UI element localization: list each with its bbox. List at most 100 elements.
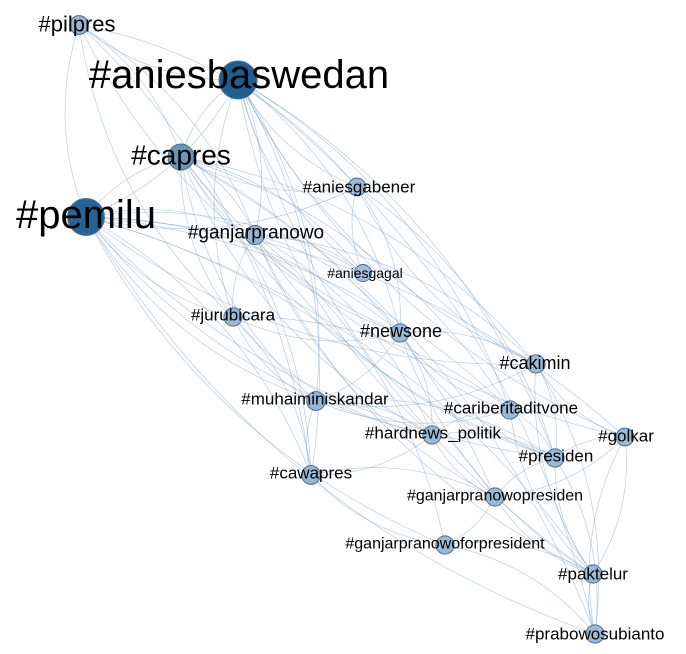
edge-cakimin-golkar — [535, 363, 626, 438]
edge-capres-ganjarpranowopresiden — [180, 156, 496, 498]
label-aniesbaswedan: #aniesbaswedan — [89, 53, 389, 97]
node-pilpres[interactable] — [69, 15, 89, 35]
edge-ganjarpranowopresiden-paktelur — [494, 496, 594, 575]
edge-ganjarpranowo-aniesgagal — [254, 234, 364, 274]
node-capres[interactable] — [167, 143, 195, 171]
node-ganjarpranowo[interactable] — [244, 224, 266, 246]
edge-cawapres-ganjarpranowoforpresident — [310, 474, 446, 546]
label-cakimin: #cakimin — [499, 353, 570, 373]
node-aniesbaswedan[interactable] — [218, 60, 258, 100]
edge-muhaiminiskandar-hardnews_politik — [315, 400, 433, 436]
edge-pemilu-aniesgabener — [85, 186, 358, 230]
edge-newsone-presiden — [399, 332, 556, 459]
node-layer — [67, 15, 635, 644]
node-pemilu[interactable] — [67, 198, 105, 236]
edge-pilpres-aniesbaswedan — [78, 24, 239, 81]
edge-cakimin-prabowosubianto — [535, 363, 600, 635]
edge-aniesbaswedan-jurubicara — [213, 79, 239, 318]
edge-pemilu-presiden — [85, 216, 556, 459]
label-cawapres: #cawapres — [270, 464, 352, 483]
edge-newsone-paktelur — [399, 332, 594, 575]
edge-pemilu-aniesgagal — [85, 211, 364, 274]
node-prabowosubianto[interactable] — [585, 624, 605, 644]
edge-capres-jurubicara — [180, 156, 234, 318]
edge-capres-aniesgagal — [180, 156, 364, 274]
edge-pemilu-cawapres — [85, 216, 312, 476]
edge-pemilu-cariberitaditvone — [85, 216, 511, 411]
label-capres: #capres — [131, 140, 231, 171]
edge-capres-golkar — [180, 156, 626, 438]
label-prabowosubianto: #prabowosubianto — [526, 625, 665, 644]
edge-ganjarpranowoforpresident-paktelur — [444, 541, 594, 575]
edge-pemilu-golkar — [85, 216, 626, 438]
edge-ganjarpranowo-newsone — [254, 234, 401, 334]
edge-pilpres-jurubicara — [78, 24, 234, 318]
edge-newsone-muhaiminiskandar — [315, 332, 401, 402]
node-newsone[interactable] — [390, 323, 410, 343]
node-cakimin[interactable] — [526, 354, 546, 374]
edge-muhaiminiskandar-presiden — [315, 398, 556, 459]
label-ganjarpranowo: #ganjarpranowo — [188, 223, 324, 244]
edge-golkar-prabowosubianto — [588, 436, 626, 635]
node-golkar[interactable] — [615, 427, 635, 447]
node-ganjarpranowopresiden[interactable] — [485, 487, 505, 507]
edge-pemilu-muhaiminiskandar — [85, 216, 317, 402]
edge-aniesbaswedan-newsone — [237, 79, 401, 334]
edge-pemilu-newsone — [85, 216, 401, 334]
edge-cakimin-presiden — [535, 363, 557, 459]
node-cawapres[interactable] — [301, 465, 321, 485]
edge-pemilu-ganjarpranowoforpresident — [85, 216, 446, 546]
edge-aniesbaswedan-paktelur — [237, 79, 594, 575]
edge-presiden-prabowosubianto — [554, 457, 598, 635]
edge-aniesbaswedan-golkar — [237, 79, 626, 438]
edge-ganjarpranowo-presiden — [254, 234, 556, 459]
edge-hardnews_politik-cawapres — [310, 434, 433, 476]
node-jurubicara[interactable] — [223, 307, 243, 327]
edge-layer — [64, 24, 627, 635]
node-hardnews_politik[interactable] — [422, 425, 442, 445]
label-ganjarpranowoforpresident: #ganjarpranowoforpresident — [345, 536, 545, 553]
node-presiden[interactable] — [545, 448, 565, 468]
edge-aniesbaswedan-aniesgagal — [237, 79, 364, 274]
edge-ganjarpranowo-paktelur — [254, 234, 594, 575]
node-aniesgagal[interactable] — [353, 263, 373, 283]
edge-hardnews_politik-presiden — [431, 432, 556, 459]
edge-jurubicara-muhaiminiskandar — [232, 316, 317, 402]
label-cariberitaditvone: #cariberitaditvone — [444, 399, 578, 418]
label-newsone: #newsone — [360, 321, 442, 341]
edge-jurubicara-cawapres — [232, 316, 312, 476]
edge-capres-cakimin — [180, 156, 537, 365]
node-cariberitaditvone[interactable] — [500, 400, 520, 420]
edge-pemilu-ganjarpranowopresiden — [85, 216, 496, 498]
edge-ganjarpranowoforpresident-prabowosubianto — [444, 544, 596, 635]
label-presiden: #presiden — [519, 447, 594, 466]
edge-golkar-paktelur — [592, 436, 627, 575]
label-aniesgabener: #aniesgabener — [303, 178, 416, 197]
edge-newsone-cariberitaditvone — [399, 332, 511, 411]
label-pemilu: #pemilu — [16, 193, 156, 237]
edge-cakimin-muhaiminiskandar — [315, 363, 537, 407]
edge-ganjarpranowo-cakimin — [254, 234, 537, 365]
edge-ganjarpranowo-ganjarpranowopresiden — [254, 234, 496, 498]
edge-capres-muhaiminiskandar — [180, 156, 317, 402]
node-aniesgabener[interactable] — [347, 177, 367, 197]
label-hardnews_politik: #hardnews_politik — [365, 424, 502, 443]
label-jurubicara: #jurubicara — [191, 306, 276, 325]
edge-cawapres-ganjarpranowopresiden — [310, 467, 496, 498]
node-ganjarpranowoforpresident[interactable] — [435, 535, 455, 555]
node-muhaiminiskandar[interactable] — [306, 391, 326, 411]
edge-aniesbaswedan-prabowosubianto — [237, 79, 596, 635]
label-layer: #pilpres #aniesbaswedan #capres #aniesgaben… — [16, 12, 665, 644]
node-paktelur[interactable] — [583, 564, 603, 584]
edge-pilpres-ganjarpranowo — [78, 24, 256, 236]
edge-capres-prabowosubianto — [180, 156, 596, 635]
label-paktelur: #paktelur — [558, 565, 628, 584]
edge-aniesgabener-presiden — [356, 186, 556, 459]
edge-muhaiminiskandar-cariberitaditvone — [315, 400, 511, 424]
edge-aniesgabener-aniesgagal — [351, 186, 364, 274]
label-pilpres: #pilpres — [38, 12, 115, 37]
edge-ganjarpranowo-ganjarpranowoforpresident — [254, 234, 446, 546]
edge-pemilu-ganjarpranowo — [85, 209, 256, 236]
edge-pilpres-pemilu — [64, 24, 87, 218]
edge-pemilu-paktelur — [85, 216, 594, 575]
